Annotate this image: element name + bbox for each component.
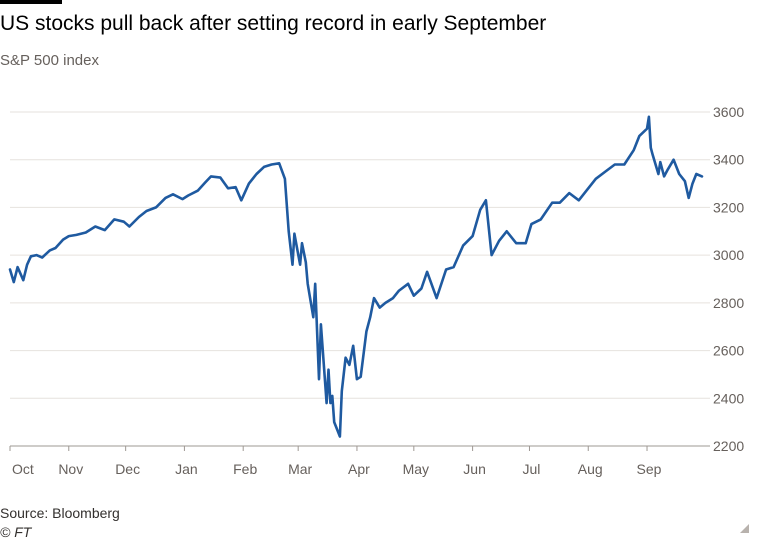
x-tick-label: Jul [523, 461, 541, 477]
x-tick-label: Jan [175, 461, 198, 477]
x-tick-label: Feb [233, 461, 257, 477]
y-tick-label: 3400 [713, 152, 744, 168]
y-tick-label: 3000 [713, 247, 744, 263]
x-tick-label: Apr [348, 461, 370, 477]
chart-title: US stocks pull back after setting record… [0, 12, 547, 35]
series-group [8, 115, 704, 438]
x-tick-label: Jun [463, 461, 486, 477]
y-tick-label: 2200 [713, 438, 744, 454]
x-tick-label: Nov [58, 461, 83, 477]
resize-handle-icon[interactable] [740, 524, 749, 533]
sp500-series-line [8, 115, 704, 438]
x-tick-label: Dec [115, 461, 140, 477]
top-rule [0, 0, 62, 4]
x-axis-labels: Oct Nov Dec Jan Feb Mar Apr May Jun Jul Aug Sep [9, 446, 662, 477]
y-tick-label: 2600 [713, 343, 744, 359]
chart-subtitle: S&P 500 index [0, 52, 99, 69]
x-tick-label: May [403, 461, 429, 477]
y-tick-label: 3600 [713, 104, 744, 120]
x-tick-label: Oct [12, 461, 34, 477]
y-tick-label: 2800 [713, 295, 744, 311]
x-tick-label: Sep [637, 461, 662, 477]
line-chart: 2200 2400 2600 2800 3000 3200 3400 3600 Oct Nov D… [8, 104, 744, 477]
grid-lines [10, 111, 710, 447]
source-note: Source: Bloomberg [0, 505, 120, 521]
x-tick-label: Mar [288, 461, 312, 477]
y-axis-labels: 2200 2400 2600 2800 3000 3200 3400 3600 [713, 104, 744, 454]
x-tick-label: Aug [578, 461, 603, 477]
y-tick-label: 3200 [713, 199, 744, 215]
y-tick-label: 2400 [713, 390, 744, 406]
copyright-note: © FT [0, 524, 32, 540]
